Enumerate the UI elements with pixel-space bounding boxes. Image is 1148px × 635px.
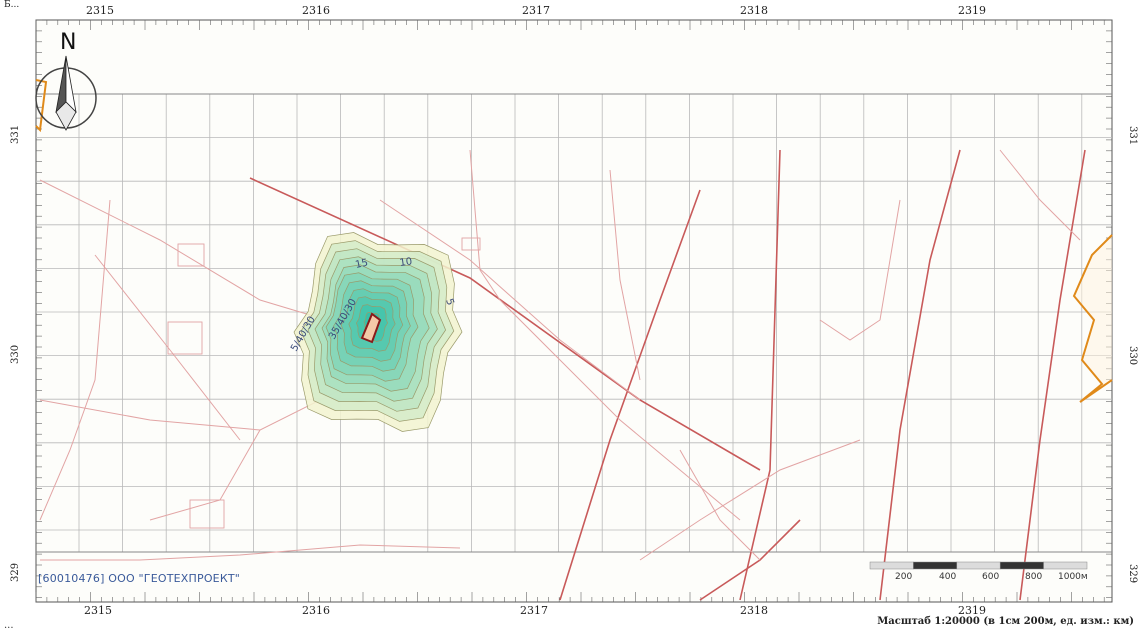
x-tick-top-2315: 2315 [86, 4, 114, 17]
compass-rose-icon [35, 55, 97, 131]
building-outline [167, 321, 203, 355]
y-tick-left-331: 331 [10, 124, 21, 144]
site-boundaries [35, 79, 1113, 403]
line-feature [819, 199, 901, 341]
line-feature [639, 439, 861, 561]
x-tick-bottom-2319: 2319 [958, 604, 986, 617]
line-feature [39, 199, 111, 521]
scale-caption: Масштаб 1:20000 (в 1см 200м, ед. изм.: к… [877, 616, 1134, 627]
scale-label-200: 200 [895, 572, 913, 582]
north-label: N [60, 30, 77, 55]
road [559, 189, 701, 601]
line-feature [499, 299, 741, 521]
building-outline [189, 499, 225, 529]
contour-label: 15 [354, 258, 369, 271]
scale-label-800: 800 [1025, 572, 1043, 582]
frame-ticks [35, 19, 1112, 602]
site-boundary-east [1072, 234, 1113, 403]
scale-bar-segment [913, 561, 958, 570]
line-feature [39, 399, 261, 431]
y-tick-left-330: 330 [10, 344, 21, 364]
scale-label-400: 400 [939, 572, 957, 582]
road [879, 149, 961, 601]
building-outline [461, 237, 481, 251]
coordinate-grid [36, 93, 1112, 553]
building-outline [177, 243, 205, 267]
line-feature [40, 544, 461, 561]
organization-label: [60010476] ООО "ГЕОТЕХПРОЕКТ" [38, 572, 241, 585]
bottom-caption: ... [4, 620, 14, 631]
y-tick-left-329: 329 [10, 562, 21, 582]
emission-source [360, 312, 382, 344]
isoline-field [293, 232, 463, 432]
line-feature [379, 199, 641, 401]
scale-bar-segment [869, 561, 914, 570]
scale-label-1000: 1000м [1058, 572, 1088, 582]
scale-bar-segment [999, 561, 1044, 570]
line-feature [679, 449, 761, 561]
line-feature [609, 169, 641, 381]
contour-label: 10 [399, 256, 413, 269]
road [249, 177, 761, 471]
road-network [39, 149, 1086, 601]
x-tick-bottom-2316: 2316 [302, 604, 330, 617]
x-tick-bottom-2318: 2318 [740, 604, 768, 617]
x-tick-top-2319: 2319 [958, 4, 986, 17]
top-caption: Б... [4, 0, 20, 10]
scale-bar [869, 561, 1088, 570]
y-tick-right-330: 330 [1127, 346, 1138, 366]
scale-bar-segment [956, 561, 1001, 570]
x-tick-bottom-2315: 2315 [84, 604, 112, 617]
map-frame [35, 19, 1113, 603]
line-feature [469, 149, 501, 301]
x-tick-bottom-2317: 2317 [520, 604, 548, 617]
y-tick-right-329: 329 [1127, 564, 1138, 584]
scale-bar-segment [1043, 561, 1088, 570]
line-feature [999, 149, 1081, 241]
road [1019, 149, 1086, 601]
road [739, 149, 781, 601]
compass-needle-bottom [55, 101, 77, 131]
contour-label: 5 [443, 297, 456, 307]
line-feature [94, 254, 241, 441]
x-tick-top-2316: 2316 [302, 4, 330, 17]
x-tick-top-2318: 2318 [740, 4, 768, 17]
y-tick-right-331: 331 [1127, 126, 1138, 146]
scale-label-600: 600 [982, 572, 1000, 582]
x-tick-top-2317: 2317 [522, 4, 550, 17]
